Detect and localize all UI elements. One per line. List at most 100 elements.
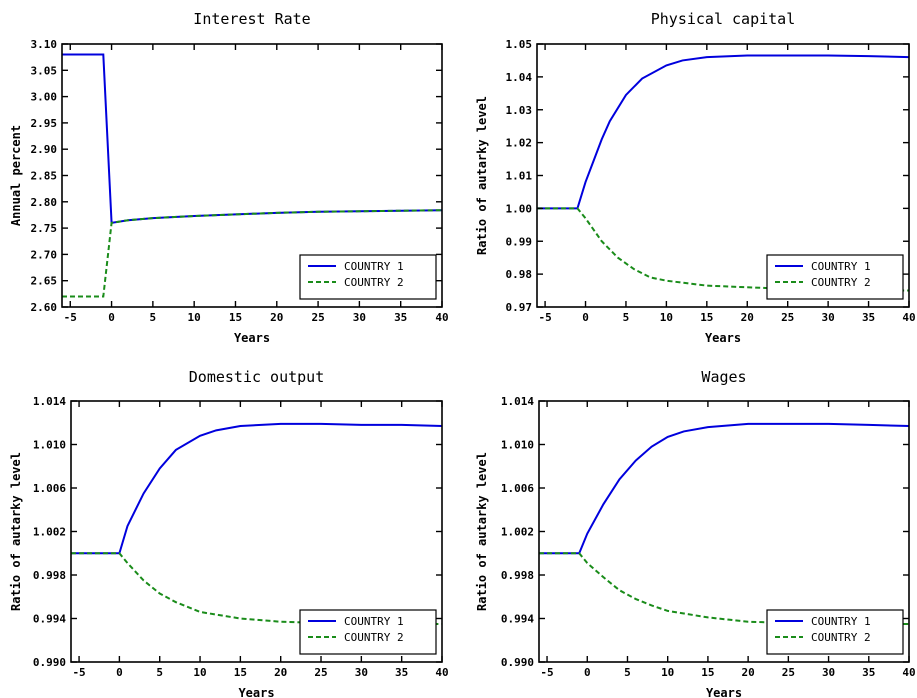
x-tick-label: 20 [741,311,754,324]
y-tick-label: 1.04 [506,71,533,84]
panel-physical-capital: Physical capital -5 0 5 10 15 20 25 30 35 40 0.97 0.… [475,10,916,345]
y-tick-label: 1.014 [33,395,66,408]
x-tick-label: 5 [623,311,630,324]
x-tick-label: 5 [156,666,163,679]
y-tick-label: 1.014 [501,395,534,408]
y-tick-label: 1.05 [506,38,533,51]
y-axis-label: Ratio of autarky level [9,452,23,611]
panel-wages: Wages -5 0 5 10 15 20 25 30 35 40 0.990 0.994 0.998 1.… [475,368,916,698]
y-tick-label: 0.99 [506,235,533,248]
x-tick-label: 20 [270,311,283,324]
x-tick-label: -5 [72,666,85,679]
x-tick-label: 15 [234,666,247,679]
y-tick-label: 2.70 [31,248,58,261]
legend: COUNTRY 1 COUNTRY 2 [299,609,437,655]
y-tick-label: 1.002 [33,526,66,539]
x-tick-label: -5 [64,311,77,324]
x-tick-label: 30 [353,311,366,324]
y-tick-label: 0.994 [33,613,66,626]
x-tick-label: 0 [108,311,115,324]
x-tick-label: 35 [862,311,875,324]
x-axis-label: Years [238,686,274,698]
legend-label-country-1: COUNTRY 1 [344,260,404,273]
x-axis-label: Years [234,331,270,345]
y-tick-label: 0.990 [33,656,66,669]
x-tick-label: 30 [822,666,835,679]
y-tick-label: 1.006 [33,482,66,495]
x-tick-label: 25 [781,311,794,324]
series-line-country-1 [71,422,442,555]
panel-domestic-output: Domestic output -5 0 5 10 15 20 25 30 35 40 0.990 0.… [9,368,449,698]
panel-interest-rate: Interest Rate -5 0 5 10 15 20 25 30 35 40 2.60 2.65 2… [9,10,449,345]
x-tick-label: 15 [701,666,714,679]
x-tick-label: 0 [116,666,123,679]
y-tick-label: 1.002 [501,526,534,539]
x-tick-label: 10 [193,666,206,679]
y-tick-label: 0.97 [506,301,533,314]
x-tick-label: 0 [582,311,589,324]
x-tick-label: 30 [355,666,368,679]
y-axis-label: Ratio of autarky level [475,452,489,611]
x-tick-label: 40 [902,666,915,679]
x-tick-label: 5 [624,666,631,679]
y-tick-label: 2.65 [31,275,58,288]
y-axis-label: Annual percent [9,125,23,226]
y-tick-label: 2.80 [31,196,58,209]
legend-label-country-2: COUNTRY 2 [344,631,404,644]
x-tick-label: 40 [902,311,915,324]
x-tick-label: 0 [584,666,591,679]
x-tick-label: 25 [311,311,324,324]
x-tick-label: 35 [862,666,875,679]
y-tick-label: 1.02 [506,137,533,150]
x-tick-label: 10 [660,311,673,324]
y-tick-label: 2.95 [31,117,58,130]
y-tick-label: 2.60 [31,301,58,314]
x-tick-label: 10 [661,666,674,679]
x-tick-label: 15 [700,311,713,324]
legend-box [766,254,904,300]
legend-box [299,609,437,655]
legend-label-country-2: COUNTRY 2 [811,631,871,644]
y-tick-label: 3.05 [31,64,58,77]
y-tick-label: 1.010 [33,439,66,452]
y-tick-label: 0.998 [501,569,534,582]
chart-title: Domestic output [189,368,324,386]
x-tick-label: -5 [540,666,553,679]
legend-label-country-2: COUNTRY 2 [344,276,404,289]
x-tick-label: -5 [538,311,551,324]
legend-label-country-1: COUNTRY 1 [344,615,404,628]
x-tick-label: 15 [229,311,242,324]
y-tick-label: 1.03 [506,104,533,117]
y-tick-label: 2.85 [31,170,58,183]
chart-title: Wages [701,368,746,386]
legend: COUNTRY 1 COUNTRY 2 [766,254,904,300]
y-tick-label: 0.98 [506,268,533,281]
series-line-country-2 [62,209,442,298]
y-tick-label: 3.00 [31,91,58,104]
x-tick-label: 20 [742,666,755,679]
legend-label-country-2: COUNTRY 2 [811,276,871,289]
legend-label-country-1: COUNTRY 1 [811,260,871,273]
x-tick-label: 40 [435,311,448,324]
y-tick-label: 1.00 [506,202,533,215]
x-axis-label: Years [706,686,742,698]
legend: COUNTRY 1 COUNTRY 2 [299,254,437,300]
x-tick-label: 10 [188,311,201,324]
y-tick-label: 0.998 [33,569,66,582]
y-tick-label: 1.010 [501,439,534,452]
y-tick-label: 0.994 [501,613,534,626]
y-tick-label: 0.990 [501,656,534,669]
x-tick-label: 5 [150,311,157,324]
legend-label-country-1: COUNTRY 1 [811,615,871,628]
series-line-country-2 [539,552,909,625]
x-tick-label: 40 [435,666,448,679]
x-tick-label: 35 [394,311,407,324]
chart-title: Physical capital [651,10,796,28]
chart-title: Interest Rate [193,10,310,28]
series-line-country-1 [539,422,909,555]
x-tick-label: 35 [395,666,408,679]
y-tick-label: 2.75 [31,222,58,235]
y-axis-label: Ratio of autarky level [475,96,489,255]
y-tick-label: 2.90 [31,143,58,156]
